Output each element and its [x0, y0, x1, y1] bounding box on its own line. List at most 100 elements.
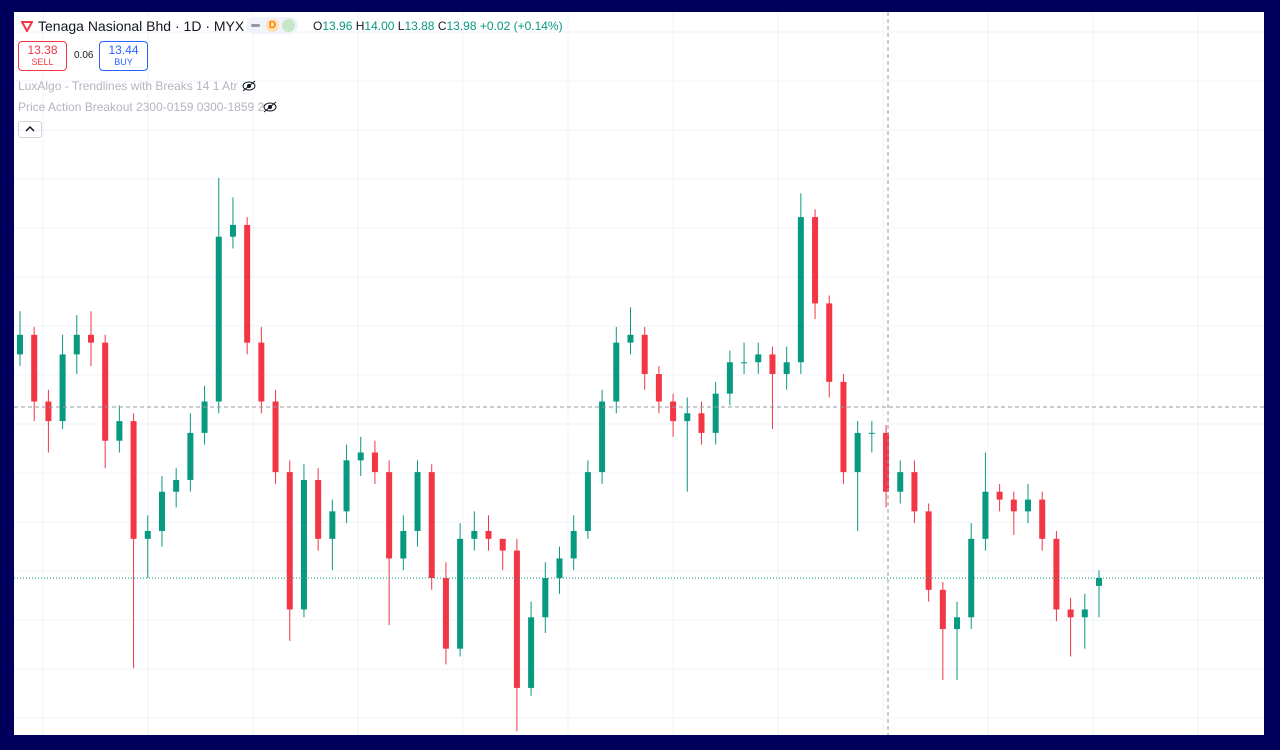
indicator-label[interactable]: LuxAlgo - Trendlines with Breaks 14 1 At…: [18, 79, 238, 93]
candle-body: [371, 452, 378, 473]
candle-body: [655, 374, 662, 402]
sell-button[interactable]: 13.38 SELL: [18, 41, 67, 71]
candle-body: [1081, 609, 1088, 618]
candle-body: [485, 530, 492, 539]
candle-body: [684, 413, 691, 422]
h-value: 14.00: [364, 19, 395, 33]
indicator-label[interactable]: Price Action Breakout 2300-0159 0300-185…: [18, 100, 265, 114]
candle-body: [613, 342, 620, 402]
candle-body: [783, 362, 790, 375]
candle-body: [599, 401, 606, 473]
candle-body: [570, 530, 577, 559]
l-value: 13.88: [404, 19, 435, 33]
candle-body: [741, 362, 748, 364]
candle-body: [883, 432, 890, 492]
candle-body: [414, 472, 421, 531]
buy-label: BUY: [114, 57, 133, 67]
candle-body: [911, 472, 918, 512]
candle-body: [1096, 578, 1102, 586]
candle-body: [982, 491, 989, 539]
sell-price: 13.38: [27, 43, 58, 57]
candle-body: [712, 393, 719, 433]
candle-body: [769, 354, 776, 375]
candle-body: [826, 303, 833, 382]
sell-label: SELL: [31, 57, 54, 67]
candle-body: [272, 401, 279, 473]
candle-body: [641, 334, 648, 375]
candle-body: [158, 491, 165, 531]
candle-body: [201, 401, 208, 433]
candle-body: [939, 589, 946, 630]
candle-body: [499, 538, 506, 551]
candle-body: [726, 362, 733, 394]
candle-body: [996, 491, 1003, 500]
chevron: [25, 125, 35, 132]
chart-panel: Tenaga Nasional Bhd · 1D · MYX D O13.96 …: [14, 12, 1264, 735]
candle-body: [797, 217, 804, 363]
hidden-icon[interactable]: [241, 80, 257, 92]
o-value: 13.96: [322, 19, 353, 33]
candle-body: [627, 334, 634, 343]
logo: [21, 21, 33, 32]
buy-price: 13.44: [108, 43, 139, 57]
candle-body: [925, 511, 932, 590]
candle-body: [556, 558, 563, 579]
candle-body: [187, 432, 194, 480]
h-label: H: [355, 19, 365, 33]
candle-body: [442, 578, 449, 649]
candle-body: [45, 401, 52, 422]
candle-body: [755, 354, 762, 363]
hidden-icon[interactable]: [262, 101, 278, 113]
candle-body: [31, 334, 38, 402]
candle-body: [812, 217, 819, 304]
candle-body: [1053, 538, 1060, 610]
candle-body: [329, 511, 336, 539]
o-label: O: [313, 19, 323, 33]
ohlc: O13.96 H14.00 L13.88 C13.98 +0.02 (+0.14…: [313, 19, 563, 33]
candle-body: [229, 224, 236, 237]
candle-body: [386, 472, 393, 559]
c-value: 13.98: [446, 19, 477, 33]
candle-body: [1067, 609, 1074, 618]
candle-body: [698, 413, 705, 433]
candle-body: [854, 432, 861, 473]
chart: [14, 12, 1264, 735]
candle-body: [17, 334, 23, 355]
candle-body: [1010, 499, 1017, 512]
candle-body: [286, 472, 293, 610]
candle-body: [400, 530, 407, 559]
candle-body: [102, 342, 109, 441]
candle-body: [457, 538, 464, 649]
candle-body: [1039, 499, 1046, 539]
candle-body: [868, 432, 875, 434]
candle-body: [258, 342, 265, 402]
candle-body: [584, 472, 591, 531]
candle-body: [315, 479, 322, 539]
candle-body: [670, 401, 677, 422]
candle-body: [87, 334, 94, 343]
candle-body: [528, 617, 535, 688]
candle-body: [173, 479, 180, 492]
interval-badge: D: [266, 19, 279, 32]
buy-button[interactable]: 13.44 BUY: [99, 41, 148, 71]
candle-body: [513, 550, 520, 688]
c-label: C: [437, 19, 447, 33]
candle-body: [116, 421, 123, 441]
candle-body: [840, 381, 847, 473]
symbol-title[interactable]: Tenaga Nasional Bhd · 1D · MYX: [38, 18, 245, 34]
candle-body: [897, 472, 904, 492]
candle-body: [144, 530, 151, 539]
collapse-button[interactable]: [18, 121, 42, 138]
candle-body: [954, 617, 961, 630]
candle-body: [59, 354, 66, 422]
l-label: L: [397, 19, 405, 33]
candle-body: [244, 224, 251, 343]
candle-body: [130, 421, 137, 539]
spread: 0.06: [74, 50, 94, 61]
change: +0.02 (+0.14%): [479, 19, 563, 33]
candle-body: [428, 472, 435, 579]
candle-body: [215, 236, 222, 402]
candle-body: [471, 530, 478, 539]
candle-body: [357, 452, 364, 461]
